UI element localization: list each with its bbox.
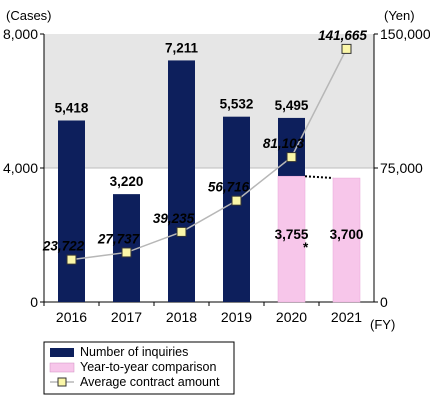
line-marker	[121, 247, 132, 258]
shaded-band	[44, 34, 374, 168]
x-tick-label: 2021	[331, 309, 362, 325]
right-tick-label: 75,000	[380, 160, 423, 176]
x-tick-label: 2019	[221, 309, 252, 325]
line-marker	[176, 226, 187, 237]
left-tick-label: 8,000	[3, 26, 38, 42]
legend-label-inquiries: Number of inquiries	[80, 345, 188, 359]
line-value-label: 141,665	[318, 28, 367, 43]
bar-yoy-label: 3,700	[330, 227, 364, 242]
line-marker	[66, 254, 77, 265]
line-value-label: 56,716	[208, 180, 250, 195]
legend-swatch-yoy	[49, 362, 75, 373]
bar-yoy-label: 3,755	[275, 227, 309, 242]
yoy-connector	[304, 175, 334, 180]
line-contract-amount	[71, 48, 348, 261]
legend-swatch-inquiries	[50, 348, 74, 357]
x-tick-label: 2017	[111, 309, 142, 325]
left-tick-label: 4,000	[3, 160, 38, 176]
bar-inquiries-label: 5,532	[220, 97, 254, 112]
line-value-label: 23,722	[42, 239, 85, 254]
yoy-annotation: *	[303, 240, 309, 255]
bar-inquiries	[58, 120, 85, 302]
line-marker	[231, 195, 242, 206]
legend-marker-contract	[57, 377, 67, 387]
line-value-label: 27,737	[97, 231, 141, 246]
legend-label-yoy: Year-to-year comparison	[80, 360, 216, 374]
legend-label-contract: Average contract amount	[80, 375, 220, 389]
right-axis-unit: (Yen)	[384, 8, 415, 23]
bar-inquiries-label: 5,418	[55, 100, 89, 115]
line-marker	[341, 43, 352, 54]
left-axis-unit: (Cases)	[6, 8, 52, 23]
legend-box	[43, 341, 235, 395]
right-tick-label: 0	[380, 294, 388, 310]
right-tick-label: 150,000	[380, 26, 430, 42]
left-tick-label: 0	[30, 294, 38, 310]
line-value-label: 81,103	[263, 136, 305, 151]
bar-yoy	[277, 175, 306, 303]
line-value-label: 39,235	[153, 211, 195, 226]
x-tick-label: 2016	[56, 309, 87, 325]
bar-inquiries-label: 7,211	[165, 40, 199, 55]
bar-inquiries	[168, 60, 195, 302]
line-marker	[286, 152, 297, 163]
x-tick-label: 2018	[166, 309, 197, 325]
bar-yoy	[332, 177, 361, 303]
x-axis-unit: (FY)	[370, 317, 395, 332]
bar-inquiries-label: 3,220	[110, 174, 144, 189]
bar-inquiries-label: 5,495	[275, 98, 309, 113]
bar-inquiries	[223, 116, 250, 302]
x-tick-label: 2020	[276, 309, 307, 325]
